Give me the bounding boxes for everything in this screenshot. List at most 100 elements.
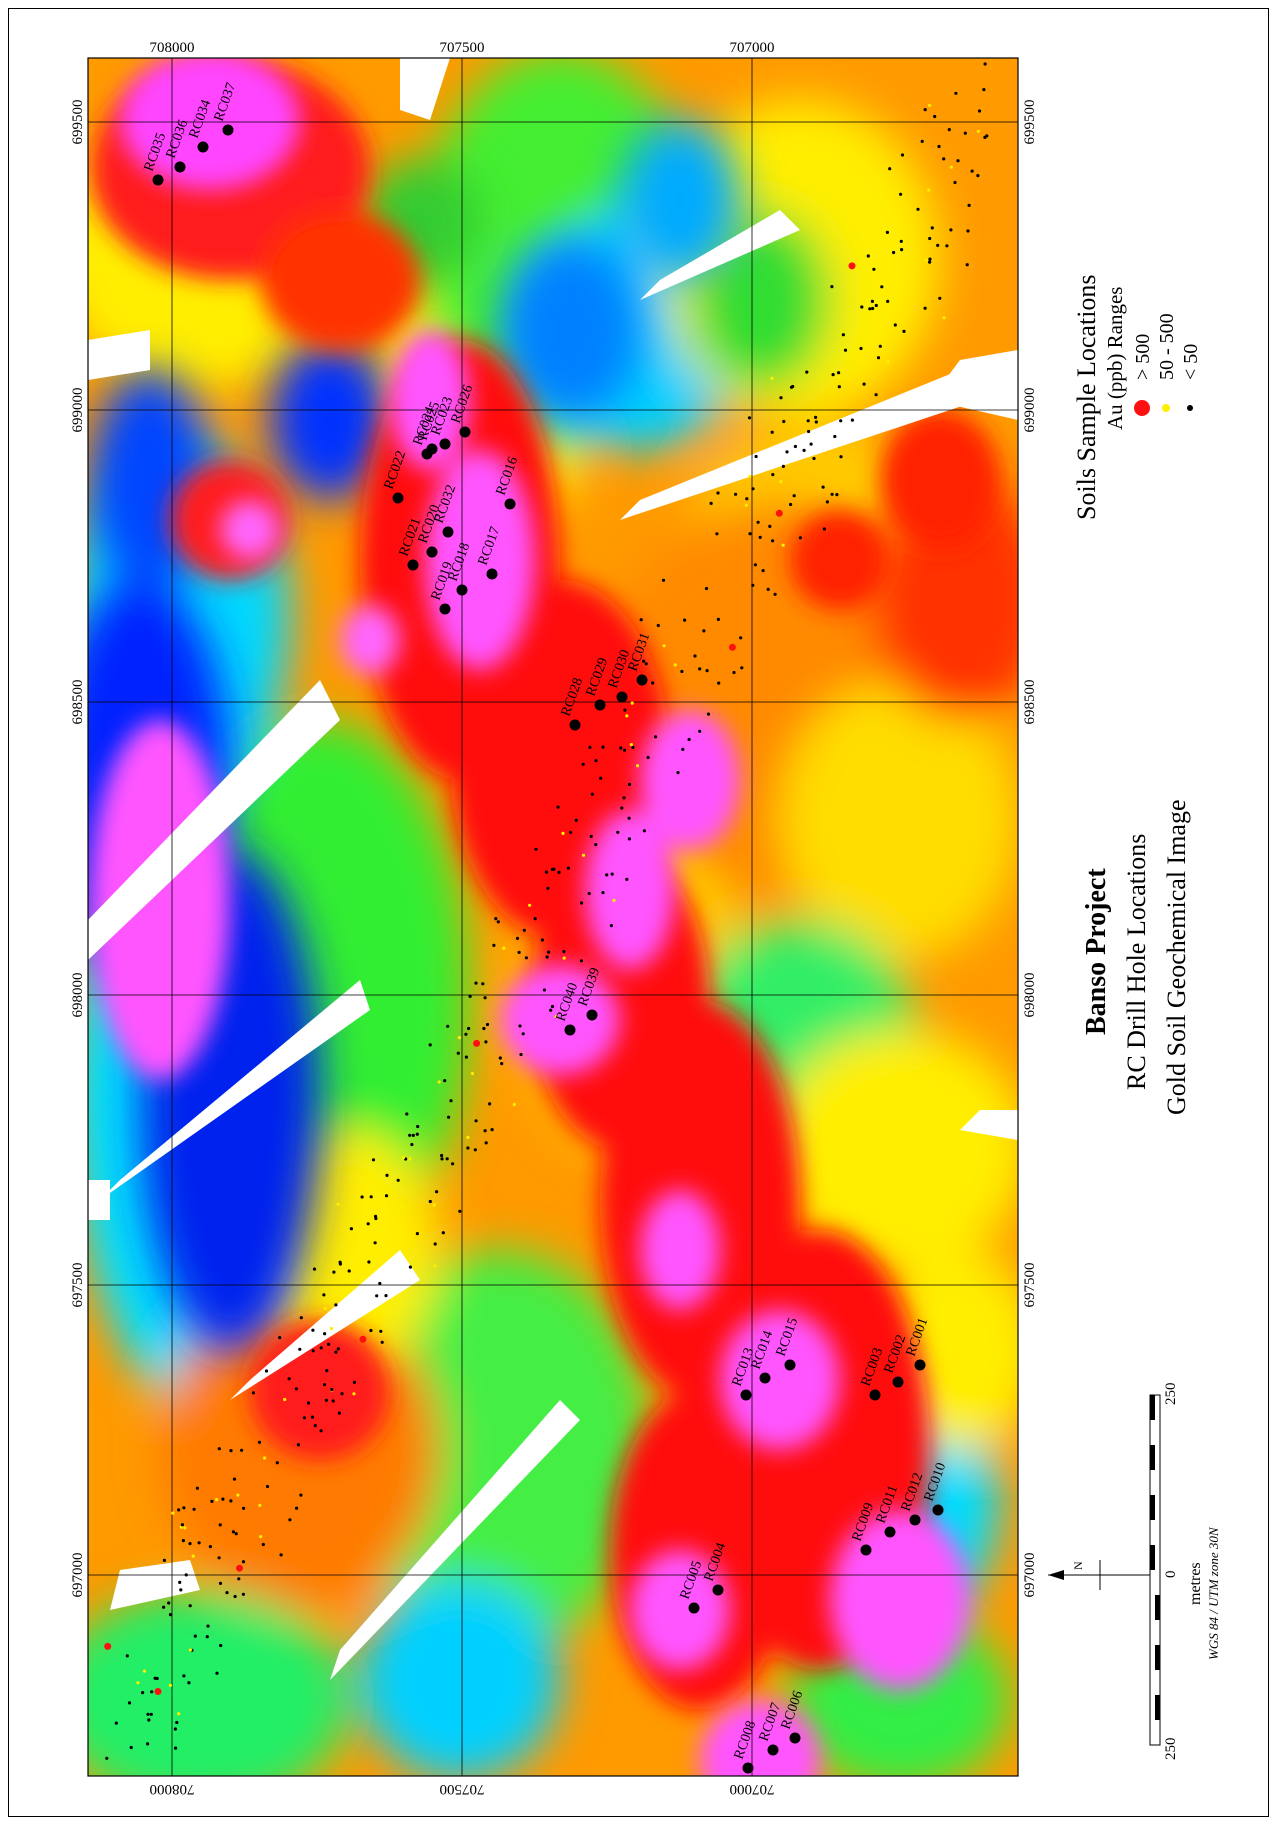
- soil-sample-dot: [104, 1642, 112, 1650]
- soil-sample-dot: [547, 950, 551, 954]
- soil-sample-dot: [146, 1742, 150, 1746]
- soil-sample-dot: [556, 805, 560, 809]
- soil-sample-dot: [745, 497, 749, 501]
- soil-sample-dot: [241, 1592, 245, 1596]
- legend-heading: Soils Sample Locations: [1072, 274, 1101, 520]
- soil-sample-dot: [680, 669, 684, 674]
- soil-sample-dot: [802, 448, 806, 452]
- soil-sample-dot: [937, 144, 941, 149]
- soil-sample-dot: [288, 1518, 292, 1522]
- grid-label-left: 697000: [70, 1553, 86, 1598]
- soil-sample-dot: [878, 344, 882, 348]
- grid-label-bottom: 707000: [730, 1781, 775, 1797]
- soil-sample-dot: [625, 877, 629, 882]
- scale-projection: WGS 84 / UTM zone 30N: [1206, 1526, 1221, 1660]
- soil-sample-dot: [400, 1204, 404, 1208]
- soil-sample-dot: [352, 1380, 356, 1384]
- soil-sample-dot: [466, 1146, 470, 1150]
- soil-sample-dot: [630, 701, 634, 705]
- soil-sample-dot: [920, 139, 924, 143]
- drill-hole-marker: [742, 1762, 754, 1774]
- soil-sample-dot: [208, 1545, 212, 1549]
- soil-sample-dot: [601, 745, 605, 749]
- soil-sample-dot: [589, 834, 593, 839]
- soil-sample-dot: [886, 360, 890, 364]
- soil-sample-dot: [494, 917, 498, 921]
- soil-sample-dot: [313, 1424, 317, 1428]
- grid-label-left: 697500: [70, 1263, 86, 1308]
- soil-sample-dot: [401, 1156, 405, 1160]
- soil-sample-dot: [336, 1347, 340, 1351]
- soil-sample-dot: [433, 1264, 437, 1268]
- soil-sample-dot: [798, 536, 803, 540]
- drill-hole-marker: [459, 426, 471, 438]
- soil-sample-dot: [928, 236, 932, 241]
- soil-sample-dot: [380, 1340, 384, 1344]
- soil-sample-dot: [384, 1294, 388, 1298]
- soil-sample-dot: [336, 1202, 340, 1206]
- soil-sample-dot: [432, 1203, 436, 1207]
- soil-sample-dot: [716, 617, 721, 622]
- soil-sample-dot: [215, 1671, 219, 1675]
- north-label: N: [1071, 1561, 1085, 1570]
- soil-sample-dot: [466, 1135, 470, 1139]
- soil-sample-dot: [311, 1349, 315, 1353]
- soil-sample-dot: [347, 1269, 351, 1273]
- soil-sample-dot: [215, 1498, 219, 1502]
- soil-sample-dot: [793, 444, 798, 449]
- soil-sample-dot: [927, 188, 931, 192]
- drill-hole-marker: [759, 1372, 771, 1384]
- soil-sample-dot: [550, 1004, 555, 1009]
- soil-sample-dot: [886, 299, 890, 303]
- soil-sample-dot: [484, 1040, 488, 1044]
- soil-sample-dot: [468, 994, 472, 999]
- soil-sample-dot: [150, 1690, 154, 1694]
- drill-hole-marker: [504, 498, 516, 510]
- soil-sample-dot: [806, 419, 810, 423]
- soil-sample-dot: [241, 1560, 246, 1564]
- legend-dot-mid: [1162, 404, 1170, 412]
- soil-sample-dot: [871, 306, 875, 311]
- soil-sample-dot: [251, 1391, 255, 1395]
- soil-sample-dot: [105, 1756, 109, 1760]
- soil-sample-dot: [654, 735, 658, 739]
- soil-sample-dot: [446, 1024, 450, 1028]
- soil-sample-dot: [976, 129, 981, 133]
- soil-sample-dot: [756, 520, 760, 524]
- soil-sample-dot: [892, 250, 896, 255]
- soil-sample-dot: [706, 712, 711, 716]
- soil-sample-dot: [366, 1222, 370, 1226]
- soil-sample-dot: [683, 618, 687, 622]
- soil-sample-dot: [557, 870, 561, 875]
- soil-sample-dot: [174, 1746, 178, 1750]
- soil-sample-dot: [428, 1199, 432, 1204]
- soil-sample-dot: [329, 1326, 334, 1331]
- soil-sample-dot: [900, 153, 905, 157]
- soil-sample-dot: [177, 1712, 181, 1716]
- soil-sample-dot: [761, 569, 765, 573]
- soil-sample-dot: [410, 1142, 414, 1147]
- soil-sample-dot: [240, 1448, 244, 1452]
- soil-sample-dot: [751, 583, 755, 587]
- soil-sample-dot: [416, 1124, 420, 1129]
- drill-hole-marker: [869, 1389, 881, 1401]
- soil-sample-dot: [181, 1539, 185, 1543]
- soil-sample-dot: [440, 1157, 444, 1161]
- legend: Soils Sample Locations Au (ppb) Ranges >…: [1072, 274, 1202, 520]
- grid-label-bottom: 707500: [440, 1781, 485, 1797]
- soil-sample-dot: [225, 1591, 229, 1595]
- soil-sample-dot: [562, 949, 566, 954]
- soil-sample-dot: [114, 1721, 118, 1725]
- soil-sample-dot: [954, 91, 958, 95]
- soil-sample-dot: [154, 1688, 162, 1695]
- soil-sample-dot: [751, 487, 755, 491]
- soil-sample-dot: [298, 1347, 302, 1351]
- soil-sample-dot: [183, 1526, 187, 1530]
- drill-hole-marker: [586, 1009, 598, 1021]
- drill-hole-marker: [222, 124, 234, 136]
- soil-sample-dot: [375, 1186, 379, 1190]
- soil-sample-dot: [312, 1267, 317, 1271]
- drill-hole-marker: [914, 1359, 926, 1371]
- soil-sample-dot: [259, 1535, 263, 1539]
- soil-sample-dot: [661, 578, 666, 582]
